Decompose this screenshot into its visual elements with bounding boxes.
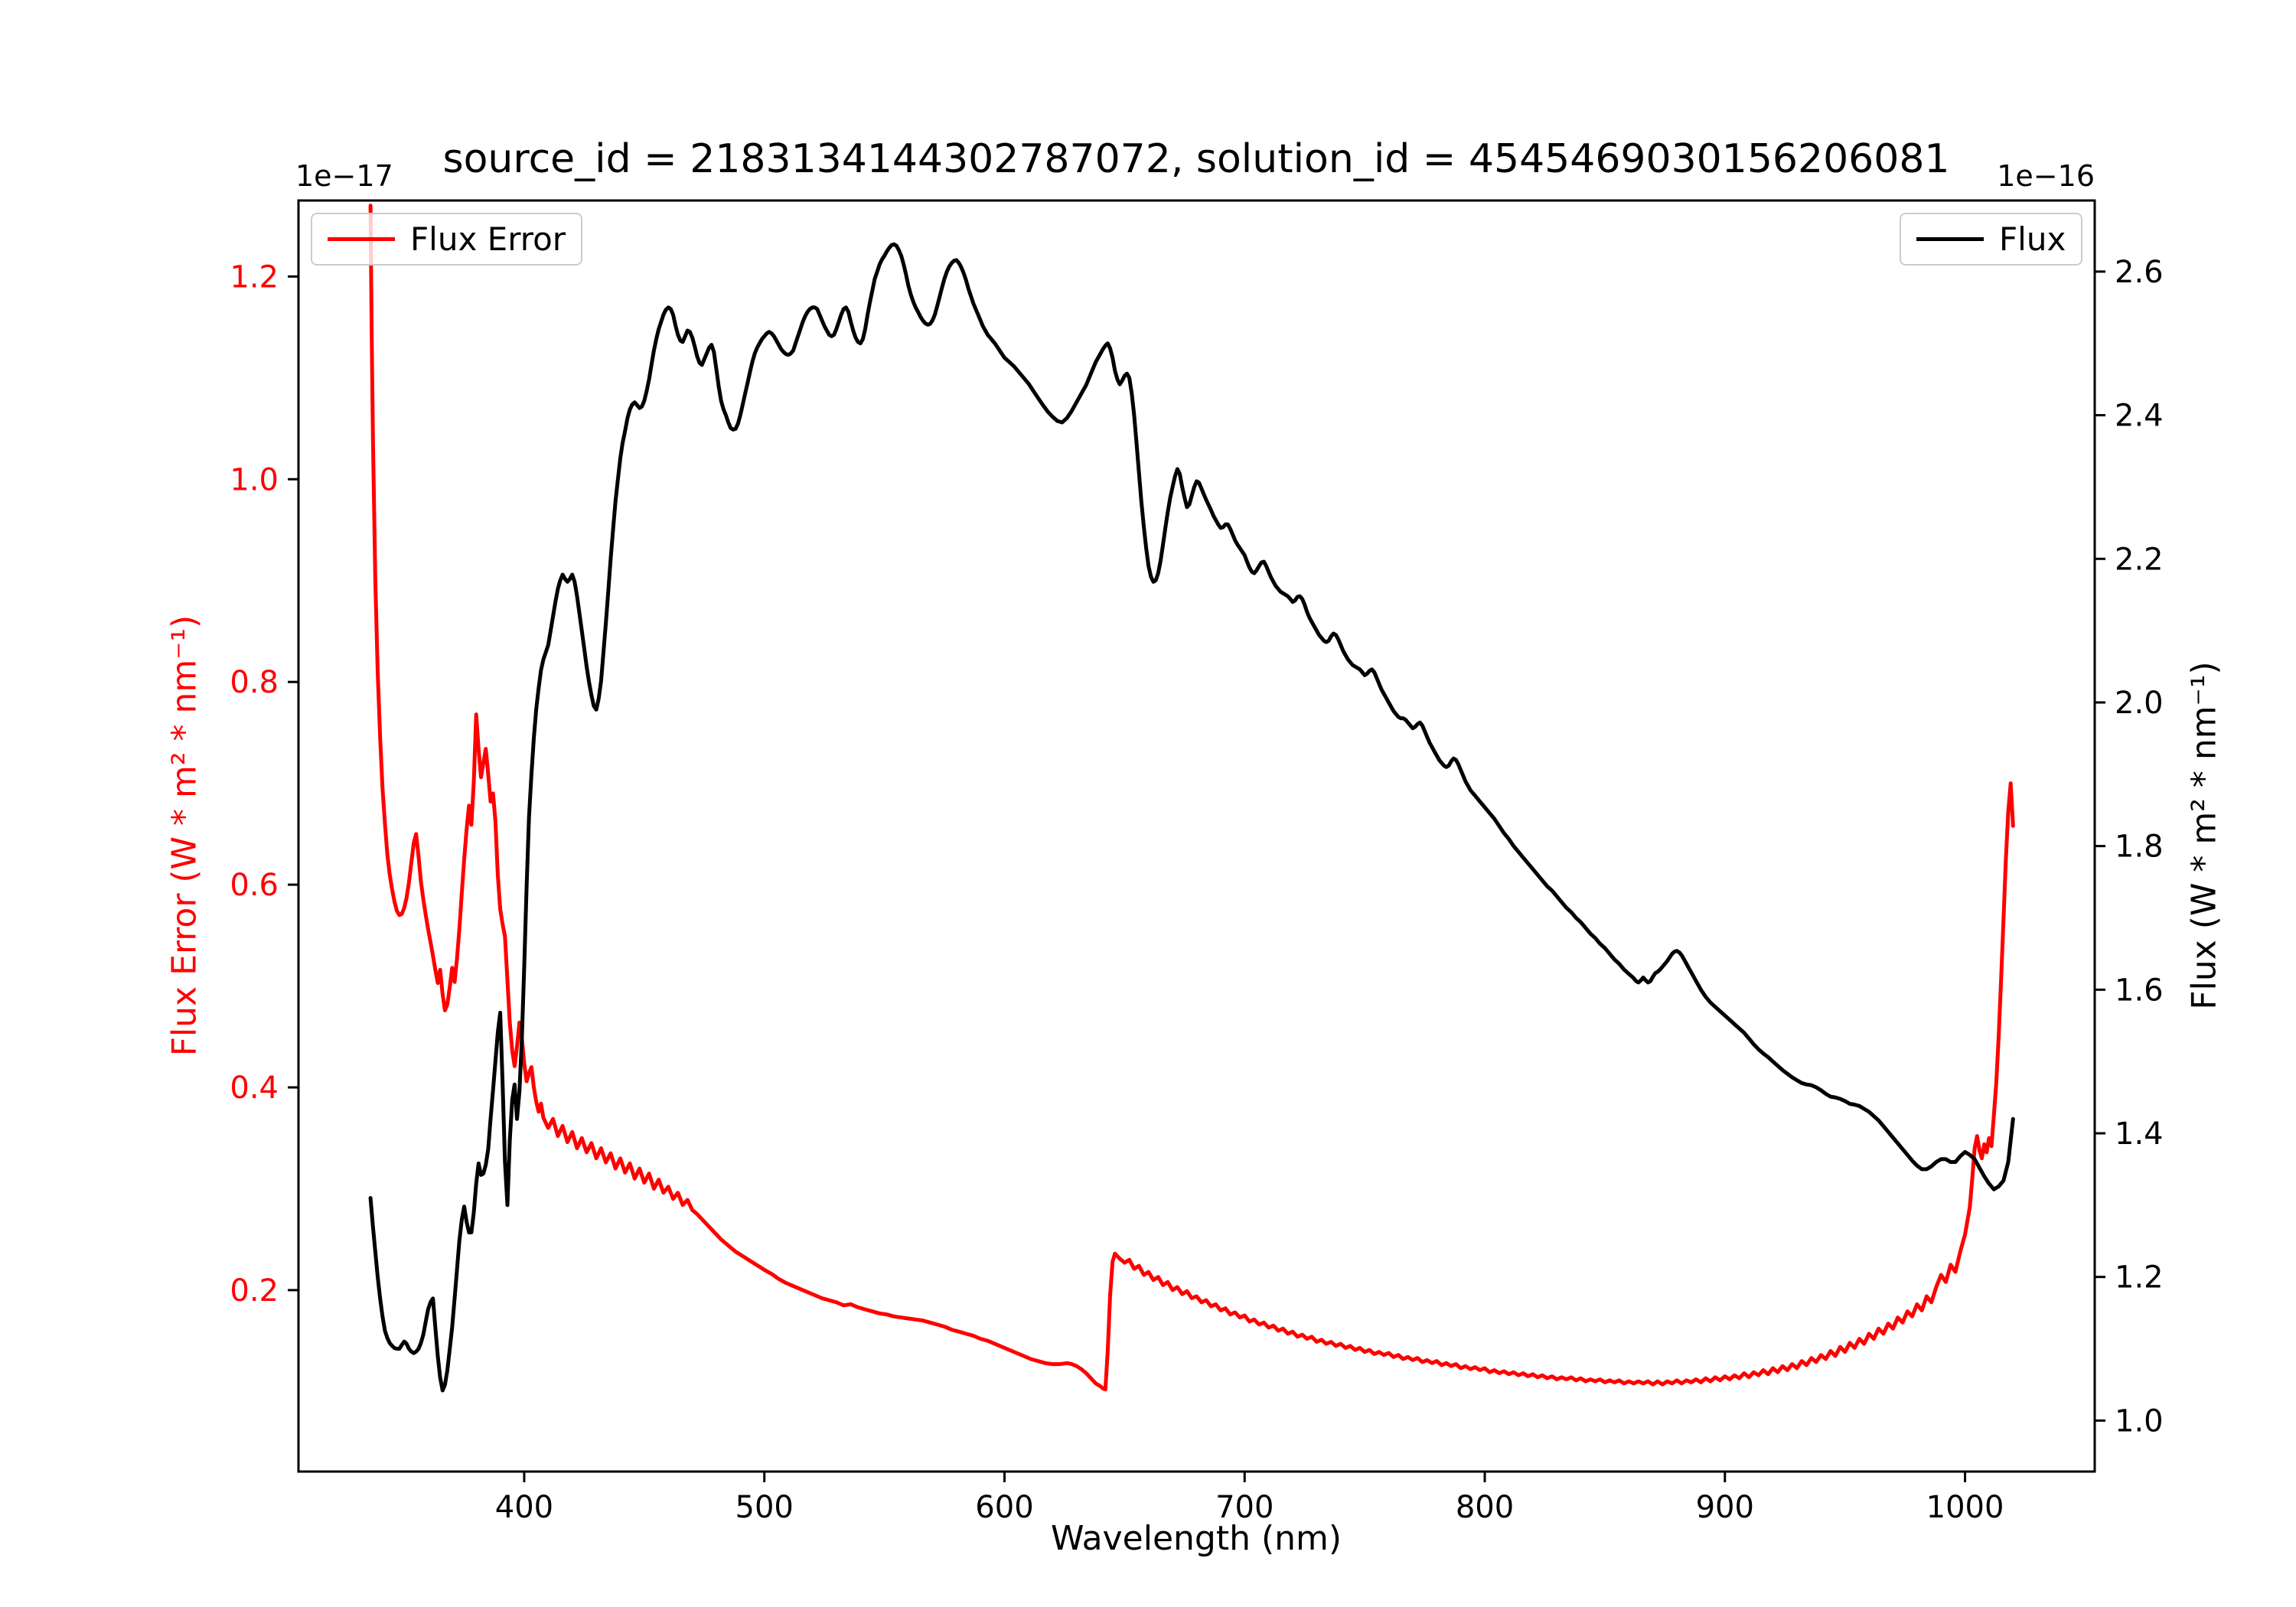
y-axis-label-right: Flux (W * m² * nm⁻¹) (2184, 661, 2224, 1010)
x-axis-label: Wavelength (nm) (1050, 1519, 1342, 1558)
right-y-tick-label: 2.0 (2115, 686, 2164, 721)
x-tick-label: 700 (1215, 1490, 1274, 1525)
legend-flux: Flux (1900, 213, 2083, 266)
flux-error-legend-line (328, 237, 395, 241)
x-tick-label: 400 (495, 1490, 553, 1525)
flux-legend-label: Flux (1999, 220, 2066, 258)
right-y-tick-label: 2.2 (2115, 542, 2164, 577)
right-y-tick-label: 2.6 (2115, 255, 2164, 290)
left-axis-offset-text: 1e−17 (295, 159, 393, 193)
x-tick-label: 1000 (1926, 1490, 2004, 1525)
right-y-tick-label: 1.6 (2115, 973, 2164, 1008)
left-y-tick-label: 1.0 (230, 462, 279, 497)
plot-border (297, 199, 2096, 1473)
y-axis-label-left: Flux Error (W * m² * nm⁻¹) (165, 614, 204, 1057)
right-axis-offset-text: 1e−16 (1997, 159, 2095, 193)
flux-error-line (368, 204, 2015, 1392)
plot-title: source_id = 2183134144302787072, solutio… (442, 136, 1950, 182)
right-y-tick-label: 1.2 (2115, 1260, 2164, 1296)
x-tick-label: 500 (735, 1490, 794, 1525)
x-tick-label: 600 (975, 1490, 1033, 1525)
right-y-tick-label: 1.4 (2115, 1116, 2164, 1152)
x-tick-label: 800 (1456, 1490, 1514, 1525)
right-y-tick-label: 2.4 (2115, 399, 2164, 434)
left-y-tick-label: 0.2 (230, 1273, 279, 1309)
flux-legend-line (1916, 237, 1984, 241)
flux-line (368, 242, 2015, 1393)
legend-flux-error: Flux Error (311, 213, 583, 266)
flux-error-legend-label: Flux Error (410, 220, 566, 258)
left-y-tick-label: 1.2 (230, 259, 279, 295)
right-y-tick-label: 1.8 (2115, 830, 2164, 865)
left-y-tick-label: 0.6 (230, 868, 279, 903)
left-y-tick-label: 0.4 (230, 1071, 279, 1106)
right-y-tick-label: 1.0 (2115, 1403, 2164, 1439)
x-tick-label: 900 (1696, 1490, 1754, 1525)
left-y-tick-label: 0.8 (230, 665, 279, 700)
